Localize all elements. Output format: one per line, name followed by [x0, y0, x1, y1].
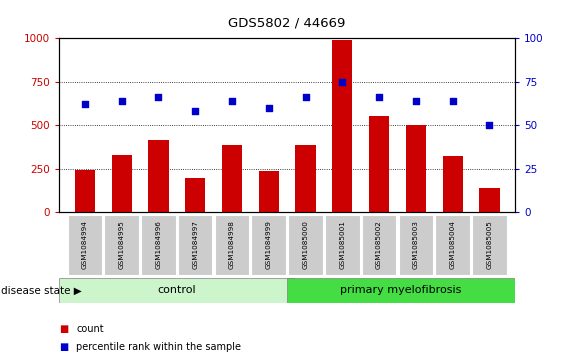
Text: GSM1085003: GSM1085003: [413, 221, 419, 269]
FancyBboxPatch shape: [362, 215, 396, 275]
Text: GSM1085002: GSM1085002: [376, 221, 382, 269]
Text: disease state ▶: disease state ▶: [1, 285, 82, 295]
Text: ■: ■: [59, 323, 68, 334]
Bar: [479, 188, 499, 212]
Bar: [75, 170, 95, 212]
Text: GSM1085000: GSM1085000: [302, 221, 309, 269]
FancyBboxPatch shape: [325, 215, 360, 275]
Text: control: control: [158, 285, 196, 295]
FancyBboxPatch shape: [287, 278, 515, 303]
FancyBboxPatch shape: [435, 215, 470, 275]
Point: [191, 109, 200, 114]
FancyBboxPatch shape: [399, 215, 433, 275]
Bar: [332, 40, 352, 212]
FancyBboxPatch shape: [215, 215, 249, 275]
Point: [227, 98, 236, 104]
Text: GSM1084998: GSM1084998: [229, 221, 235, 269]
Text: primary myelofibrosis: primary myelofibrosis: [341, 285, 462, 295]
Point: [485, 122, 494, 128]
Text: GSM1085005: GSM1085005: [486, 221, 493, 269]
Text: percentile rank within the sample: percentile rank within the sample: [76, 342, 241, 352]
Point: [412, 98, 421, 104]
Text: GSM1084996: GSM1084996: [155, 221, 162, 269]
Point: [448, 98, 457, 104]
FancyBboxPatch shape: [141, 215, 176, 275]
Point: [301, 94, 310, 100]
Bar: [185, 178, 205, 212]
Bar: [111, 155, 132, 212]
Bar: [369, 116, 389, 212]
Point: [338, 79, 347, 85]
Text: GSM1084995: GSM1084995: [119, 221, 124, 269]
Point: [264, 105, 273, 111]
Text: GSM1084999: GSM1084999: [266, 221, 272, 269]
FancyBboxPatch shape: [252, 215, 286, 275]
Text: count: count: [76, 323, 104, 334]
Point: [117, 98, 126, 104]
Bar: [443, 156, 463, 212]
Point: [81, 101, 90, 107]
Text: ■: ■: [59, 342, 68, 352]
FancyBboxPatch shape: [104, 215, 139, 275]
Bar: [296, 145, 316, 212]
Text: GSM1084997: GSM1084997: [192, 221, 198, 269]
FancyBboxPatch shape: [68, 215, 102, 275]
FancyBboxPatch shape: [178, 215, 212, 275]
Bar: [406, 125, 426, 212]
Text: GSM1085004: GSM1085004: [450, 221, 455, 269]
Point: [154, 94, 163, 100]
Bar: [258, 171, 279, 212]
FancyBboxPatch shape: [472, 215, 507, 275]
Point: [374, 94, 383, 100]
Text: GSM1085001: GSM1085001: [339, 221, 345, 269]
Bar: [222, 145, 242, 212]
Bar: [148, 140, 168, 212]
FancyBboxPatch shape: [59, 278, 294, 303]
Text: GSM1084994: GSM1084994: [82, 221, 88, 269]
FancyBboxPatch shape: [288, 215, 323, 275]
Text: GDS5802 / 44669: GDS5802 / 44669: [229, 16, 346, 29]
